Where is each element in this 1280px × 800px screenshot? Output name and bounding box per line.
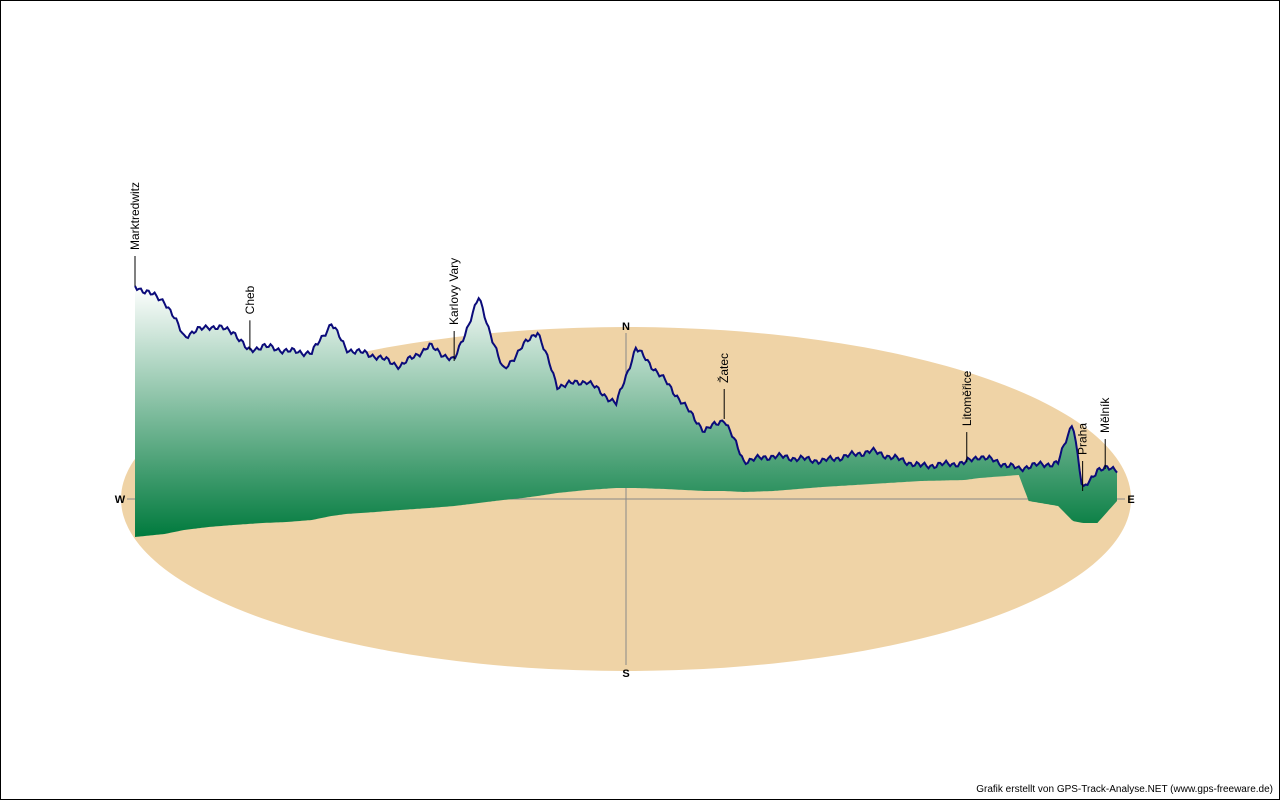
place-markers: Marktredwitz Cheb Karlovy Vary Žatec Litoměř… <box>128 182 1112 491</box>
place-label-2: Karlovy Vary <box>447 258 461 325</box>
place-label-5: Praha <box>1076 423 1090 455</box>
compass-north-label: N <box>622 321 630 333</box>
elevation-area <box>135 286 1117 537</box>
place-label-6: Mělník <box>1098 397 1112 433</box>
compass-west-label: W <box>115 494 126 506</box>
credit-text: Grafik erstellt von GPS-Track-Analyse.NE… <box>976 784 1273 795</box>
place-label-1: Cheb <box>243 285 257 314</box>
compass-south-label: S <box>622 668 629 680</box>
elevation-line <box>134 285 1118 488</box>
place-label-4: Litoměřice <box>960 370 974 426</box>
place-label-3: Žatec <box>716 353 731 383</box>
place-label-0: Marktredwitz <box>128 182 142 250</box>
compass-east-label: E <box>1127 494 1134 506</box>
profile-layer <box>134 285 1118 537</box>
